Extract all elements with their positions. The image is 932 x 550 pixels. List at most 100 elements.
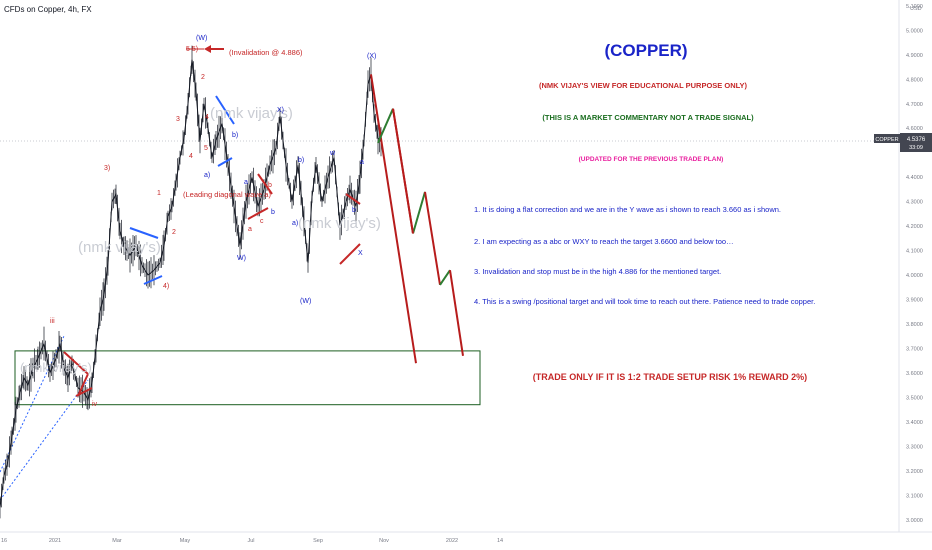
wave-label: W) xyxy=(237,255,246,262)
price-tick-label: 3.0000 xyxy=(906,518,923,524)
price-tick-label: 4.9000 xyxy=(906,53,923,59)
price-tick-label: 4.6000 xyxy=(906,126,923,132)
disclaimer-1: (NMK VIJAY'S VIEW FOR EDUCATIONAL PURPOS… xyxy=(539,81,748,90)
time-tick-label: 2021 xyxy=(49,538,61,544)
wave-label: b xyxy=(352,207,356,214)
wave-label: a xyxy=(360,159,364,166)
time-tick-label: May xyxy=(180,538,191,544)
wave-label: 5 5) xyxy=(186,46,198,53)
invalidation-arrow-icon xyxy=(204,45,211,53)
blue-bracket-2[interactable] xyxy=(143,275,163,285)
price-tick-label: 3.1000 xyxy=(906,493,923,499)
current-price-tag xyxy=(900,133,932,152)
wave-label: 2 xyxy=(172,229,176,236)
commentary-title: (COPPER) xyxy=(604,41,687,60)
projection-lines[interactable] xyxy=(370,74,464,364)
target-zone-box[interactable] xyxy=(14,350,481,406)
blue-bracket-1[interactable] xyxy=(129,227,159,239)
projection-up-leg[interactable] xyxy=(439,269,451,286)
red-bracket-3[interactable] xyxy=(339,243,361,265)
wave-label: b xyxy=(268,182,272,189)
current-price-symbol: COPPER xyxy=(875,137,898,143)
price-tick-label: 4.8000 xyxy=(906,77,923,83)
time-tick-label: 14 xyxy=(497,538,503,544)
wave-labels: (W) 5 5) 3) 4) 1 2 3 4 2 4 5 a) b) X) W)… xyxy=(50,35,376,408)
wave-label: w xyxy=(329,150,336,157)
wave-label: a) xyxy=(204,172,210,179)
time-tick-label: Mar xyxy=(112,538,122,544)
current-price-value: 4.5376 xyxy=(907,137,926,143)
time-tick-label: 2022 xyxy=(446,538,458,544)
wave-label: 3) xyxy=(104,165,110,172)
price-tick-label: 3.5000 xyxy=(906,395,923,401)
time-tick-label: Sep xyxy=(313,538,323,544)
wave-label: 1 xyxy=(157,190,161,197)
price-tick-label: 4.1000 xyxy=(906,249,923,255)
price-tick-label: 3.6000 xyxy=(906,371,923,377)
price-line xyxy=(0,59,383,508)
wave-label: b) xyxy=(298,157,304,164)
price-tick-label: 4.4000 xyxy=(906,175,923,181)
wave-label: a xyxy=(244,179,248,186)
red-triangle-1[interactable] xyxy=(63,351,90,397)
time-tick-label: Jul xyxy=(247,538,254,544)
symbol-title: CFDs on Copper, 4h, FX xyxy=(4,5,92,14)
red-bracket-1[interactable] xyxy=(247,207,269,220)
point-1: 1. It is doing a flat correction and we … xyxy=(474,205,781,214)
red-bracket-4[interactable] xyxy=(345,193,361,205)
invalidation-label: (Invalidation @ 4.886) xyxy=(229,48,303,57)
price-tick-label: 4.3000 xyxy=(906,200,923,206)
point-3: 3. Invalidation and stop must be in the … xyxy=(474,267,721,276)
price-currency: USD xyxy=(910,6,922,12)
price-tick-label: 3.2000 xyxy=(906,469,923,475)
projection-down-leg[interactable] xyxy=(424,191,441,286)
watermark: (nmk vijay's) xyxy=(20,360,92,375)
point-2: 2. I am expecting as a abc or WXY to rea… xyxy=(474,237,734,246)
point-4: 4. This is a swing /positional target an… xyxy=(474,297,815,306)
wave-label: 2 xyxy=(201,74,205,81)
wave-label: 4) xyxy=(163,283,169,290)
current-price-countdown: 33:09 xyxy=(909,145,923,151)
price-tick-label: 5.1000 xyxy=(906,4,923,10)
leading-diagonal-label: (Leading diagonal wave a) xyxy=(183,190,271,199)
price-axis-bg xyxy=(899,0,932,550)
time-tick-label: Nov xyxy=(379,538,389,544)
red-triangle-1b[interactable] xyxy=(75,387,93,397)
wave-label: (W) xyxy=(300,298,311,305)
time-axis[interactable]: 16 2021 Mar May Jul Sep Nov 2022 14 xyxy=(1,538,503,544)
wave-label: 4 xyxy=(205,114,209,121)
price-tick-label: 4.0000 xyxy=(906,273,923,279)
disclaimer-2: (THIS IS A MARKET COMMENTARY NOT A TRADE… xyxy=(542,113,754,122)
price-tick-label: 3.4000 xyxy=(906,420,923,426)
current-price-symbol-tag xyxy=(874,134,900,143)
red-bracket-2[interactable] xyxy=(257,173,273,195)
wave-label: 4 xyxy=(189,153,193,160)
wave-label: (W) xyxy=(196,35,207,42)
wave-label: a xyxy=(248,226,252,233)
price-tick-label: 3.8000 xyxy=(906,322,923,328)
wave-label: iv xyxy=(92,401,98,408)
wave-label: (X) xyxy=(367,53,376,60)
price-axis[interactable]: 5.1000 5.0000 4.9000 4.8000 4.7000 4.6000 4.40… xyxy=(906,4,923,524)
projection-up-leg[interactable] xyxy=(377,108,394,144)
watermark: (nmk vijay's) xyxy=(78,239,161,256)
wave-label: X xyxy=(358,250,363,257)
wave-label: b) xyxy=(232,132,238,139)
time-tick-label: 16 xyxy=(1,538,7,544)
projection-line-2[interactable] xyxy=(392,108,414,234)
updated-note: (UPDATED FOR THE PREVIOUS TRADE PLAN) xyxy=(579,156,724,163)
trendline-2[interactable] xyxy=(0,379,89,501)
blue-bracket-3[interactable] xyxy=(215,95,235,125)
price-tick-label: 3.7000 xyxy=(906,347,923,353)
price-series xyxy=(0,45,383,519)
wave-label: 3 xyxy=(176,116,180,123)
projection-down-leg[interactable] xyxy=(449,270,464,356)
price-tick-label: 4.2000 xyxy=(906,224,923,230)
projection-line-0[interactable] xyxy=(370,74,417,364)
price-tick-label: 5.0000 xyxy=(906,28,923,34)
price-tick-label: 4.7000 xyxy=(906,102,923,108)
blue-bracket-4[interactable] xyxy=(217,157,233,167)
wave-label: X) xyxy=(277,107,284,114)
projection-up-leg[interactable] xyxy=(412,191,426,234)
